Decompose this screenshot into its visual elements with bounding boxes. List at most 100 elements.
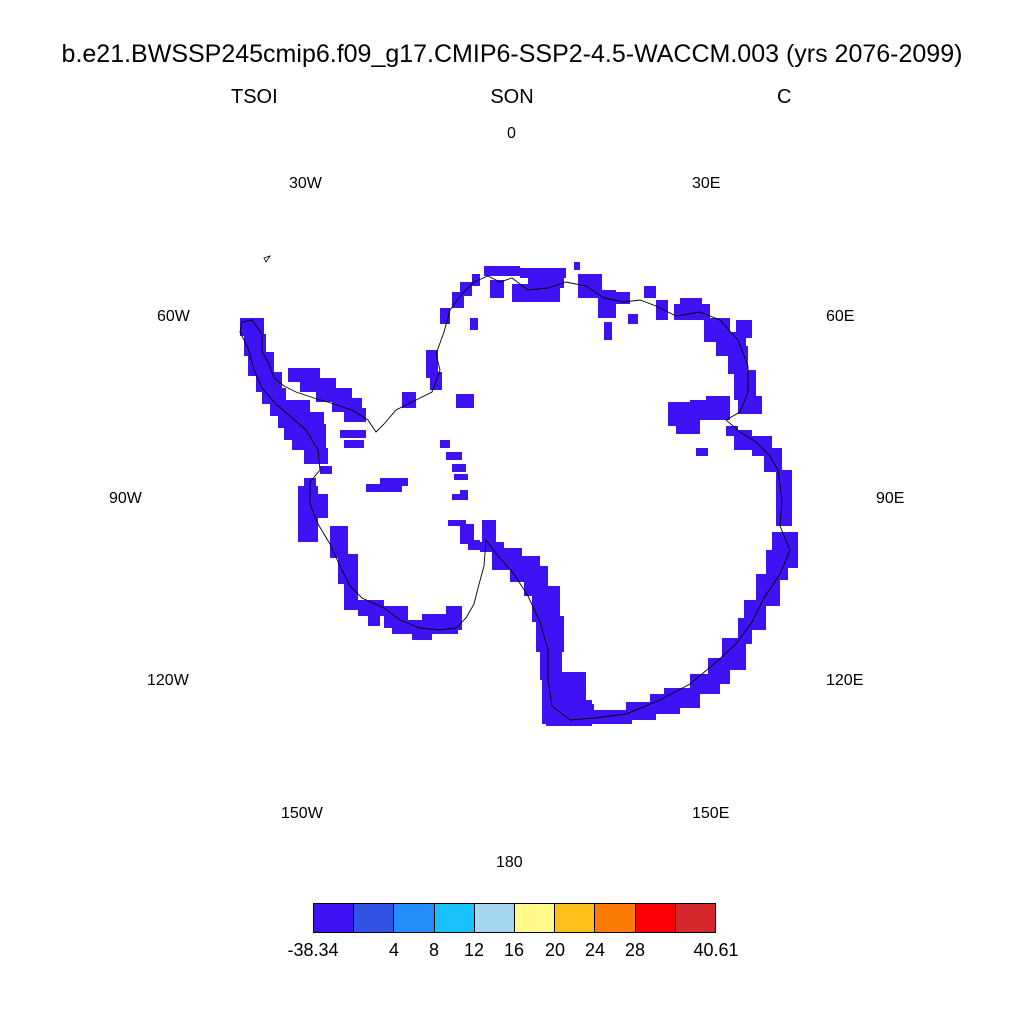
lon-label-120e: 120E [826, 672, 864, 689]
field-cell [366, 484, 402, 492]
field-cell [452, 464, 466, 472]
field-cell [738, 396, 762, 414]
field-cell [402, 392, 416, 408]
field-cell [536, 616, 564, 652]
field-cell [656, 300, 668, 320]
field-cell [440, 308, 450, 324]
field-cell [696, 448, 708, 456]
lon-label-150e: 150E [692, 805, 730, 822]
lon-label-60e: 60E [826, 308, 855, 325]
lon-label-120w: 120W [147, 672, 189, 689]
field-cell [344, 582, 358, 610]
field-cell [240, 318, 264, 336]
field-cell [380, 478, 408, 486]
colorbar-box [354, 904, 395, 932]
field-cell [690, 400, 710, 420]
field-cell [520, 268, 566, 278]
field-cell [734, 430, 752, 450]
field-cell [776, 470, 792, 526]
colorbar-box [515, 904, 556, 932]
field-cell [460, 524, 474, 544]
field-cell [368, 614, 380, 626]
field-cell [574, 262, 580, 270]
plot-title: b.e21.BWSSP245cmip6.f09_g17.CMIP6-SSP2-4… [61, 40, 963, 68]
field-cell [468, 540, 480, 550]
field-cell [644, 286, 656, 298]
lon-label-30w: 30W [289, 175, 322, 192]
field-cell [752, 436, 772, 456]
field-cell [570, 704, 594, 722]
tsoi-field [240, 262, 798, 726]
field-cell [392, 620, 412, 634]
coastline [239, 275, 791, 721]
field-cell [456, 394, 474, 408]
colorbar-box [595, 904, 636, 932]
field-cell [736, 320, 752, 338]
field-cell [460, 490, 468, 500]
field-cell [304, 448, 328, 464]
field-cell [344, 440, 364, 448]
field-cell [454, 474, 468, 480]
field-cell [298, 486, 318, 542]
field-cell [426, 350, 438, 378]
colorbar-label: 4 [388, 940, 400, 960]
field-cell [490, 280, 504, 298]
variable-label: TSOI [231, 86, 278, 108]
colorbar-label: 40.61 [693, 940, 739, 960]
lon-label-0: 0 [507, 125, 516, 142]
field-cell [330, 526, 348, 558]
season-label: SON [490, 86, 534, 108]
colorbar-box [555, 904, 596, 932]
units-label: C [777, 86, 792, 108]
field-cell [338, 554, 358, 584]
colorbar-box [394, 904, 435, 932]
field-cell [528, 278, 564, 288]
field-cell [484, 266, 520, 276]
field-cell [358, 600, 384, 616]
field-cell [480, 542, 504, 552]
colorbar-label: 8 [428, 940, 440, 960]
field-cell [292, 436, 326, 450]
field-cell [440, 440, 450, 448]
field-cell [244, 334, 266, 356]
colorbar-label: -38.34 [287, 940, 339, 960]
field-cell [680, 298, 702, 308]
lon-label-30e: 30E [692, 175, 721, 192]
field-cell [592, 710, 632, 724]
colorbar-box [635, 904, 676, 932]
field-cell [734, 370, 756, 400]
field-cell [320, 466, 332, 474]
colorbar-box [474, 904, 516, 932]
lon-label-90e: 90E [876, 490, 905, 507]
field-cell [344, 408, 366, 422]
field-cell [706, 396, 730, 420]
field-cell [604, 322, 612, 340]
colorbar-label: 12 [463, 940, 485, 960]
lon-label-90w: 90W [109, 490, 142, 507]
field-cell [626, 702, 656, 720]
field-cell [256, 372, 282, 392]
colorbar-box [314, 904, 355, 932]
field-cell [448, 520, 466, 526]
field-cell [318, 494, 328, 518]
colorbar-label: 20 [544, 940, 566, 960]
field-cell [512, 284, 560, 302]
lon-label-180: 180 [496, 854, 523, 871]
field-cell [726, 426, 738, 436]
field-cell [628, 314, 638, 324]
colorbar-label: 24 [584, 940, 606, 960]
field-cell [470, 318, 478, 330]
colorbar [313, 903, 716, 933]
field-cell [340, 430, 366, 438]
lon-label-150w: 150W [281, 805, 323, 822]
colorbar-box [675, 904, 716, 932]
colorbar-label: 28 [624, 940, 646, 960]
field-cell [446, 606, 462, 630]
field-cell [446, 452, 462, 460]
island-outline [263, 255, 271, 263]
field-cell [472, 274, 480, 286]
field-cell [676, 420, 700, 434]
lon-label-60w: 60W [157, 308, 190, 325]
field-cell [728, 346, 748, 374]
